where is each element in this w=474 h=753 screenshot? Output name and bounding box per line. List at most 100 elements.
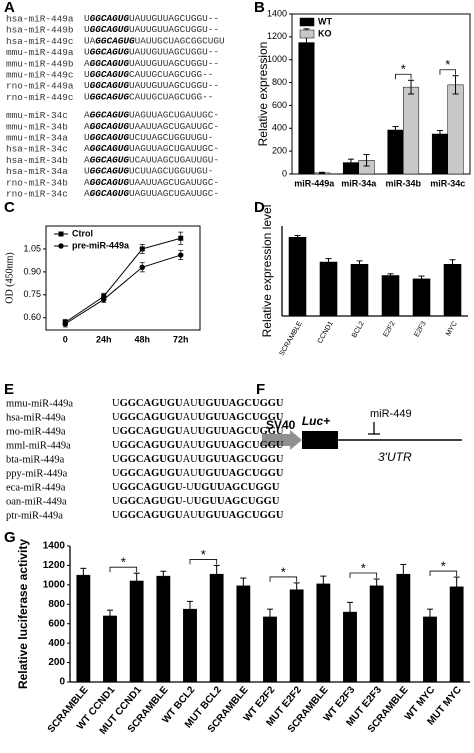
bar <box>298 42 315 175</box>
seq-name: hsa-miR-449b <box>6 25 74 36</box>
significance-label: * <box>445 57 450 72</box>
seed: GGCAGUG <box>90 132 130 143</box>
seed: GGCAGUG <box>90 69 130 80</box>
seed: GGCAGUG <box>90 92 130 103</box>
seq-part: CAUUGCUAGCUGG-- <box>129 69 213 80</box>
y-tick-label: 0.75 <box>23 289 41 299</box>
bar <box>449 586 464 683</box>
significance-label: * <box>201 547 206 562</box>
y-tick-label: 200 <box>272 146 287 156</box>
sequence: UGGCAGUGUAUUGUUAGCUGGU-- <box>84 81 219 92</box>
seed: GGCAGUGU <box>120 440 183 451</box>
sequence: UGGCAGUGCAUUGCUAGCUGG-- <box>84 69 213 80</box>
seed: GGCAGUGU <box>120 398 183 409</box>
sequence: UGGCAGUGUAUUGUUAGCUGGU <box>112 440 284 451</box>
y-tick-label: 1.05 <box>23 243 41 253</box>
y-axis-label: Relative expression <box>256 42 270 147</box>
y-tick-label: 600 <box>272 100 287 110</box>
seq-part: A <box>84 177 90 188</box>
seq-part: UAAUUAGCUGAUUGC- <box>129 177 219 188</box>
seed: UGUUAGCUGGU <box>194 482 280 493</box>
significance-bracket <box>395 73 412 80</box>
x-tick-label: 0 <box>63 334 68 344</box>
bar <box>76 574 91 683</box>
bar <box>387 129 404 175</box>
seq-part: AU <box>183 412 199 423</box>
sequence: AGGCAGUGUAGUUAGCUGAUUGC- <box>84 110 219 121</box>
seed: UGUUAGCUGGU <box>198 398 284 409</box>
seed: GGCAGUGU <box>120 496 183 507</box>
seed: UGUUAGCUGGU <box>194 496 280 507</box>
seq-part: UAUUGUUAGCUGGU-- <box>129 58 219 69</box>
bar <box>316 583 331 683</box>
seq-name: oan-miR-449a <box>6 496 67 507</box>
seq-part: U <box>84 81 90 92</box>
seed: GGCAGUGU <box>120 482 183 493</box>
y-tick-label: 200 <box>48 657 65 668</box>
seed: UGUUAGCUGGU <box>198 454 284 465</box>
promoter-arrow <box>262 430 302 450</box>
seq-part: A <box>84 144 90 155</box>
legend-label: Ctrol <box>72 228 93 238</box>
legend-swatch <box>299 29 315 39</box>
seq-part: U <box>84 69 90 80</box>
seq-part: U <box>84 25 90 36</box>
y-tick-label: 0 <box>282 168 287 178</box>
legend-swatch <box>299 17 315 27</box>
bar <box>443 264 462 317</box>
seq-name: hsa-miR-34a <box>6 166 68 177</box>
seq-part: AU <box>183 510 199 521</box>
y-tick-label: 1200 <box>267 31 287 41</box>
plot-frame <box>45 225 201 331</box>
bar <box>289 589 304 683</box>
seq-name: mmu-miR-449b <box>6 58 74 69</box>
seq-part: U <box>112 496 120 507</box>
seq-name: mmu-miR-34c <box>6 110 68 121</box>
legend-label: WT <box>318 16 332 26</box>
seed: GGCAGUG <box>90 121 130 132</box>
seed: GGCAGUG <box>90 188 130 199</box>
seq-part: U <box>112 440 120 451</box>
seq-part: AU <box>183 454 199 465</box>
seed: GGCAGUG <box>90 144 130 155</box>
sequence: AGGCAGUGUCAUUAGCUGAUUGU- <box>84 155 219 166</box>
x-tick-label: 24h <box>96 334 112 344</box>
seq-name: bta-miR-449a <box>6 454 65 465</box>
seed: UGUUAGCUGGU <box>198 426 284 437</box>
significance-bracket <box>189 559 218 565</box>
seq-part: U <box>112 398 120 409</box>
seq-name: ptr-miR-449a <box>6 510 63 521</box>
seq-part: A <box>84 58 90 69</box>
bar <box>183 608 197 683</box>
sequence: UGGCAGUGUAUUGUUAGCUGGU-- <box>84 13 219 24</box>
sequence: UGGCAGUGUAUUGUUAGCUGGU <box>112 426 284 437</box>
sequence: UGGCAGUGUAUUGUUAGCUGGU-- <box>84 25 219 36</box>
line <box>64 237 181 323</box>
gene-label: Luc+ <box>302 414 330 428</box>
y-tick-label: 1000 <box>267 54 287 64</box>
panel-label: B <box>254 0 265 16</box>
marker <box>139 264 145 270</box>
seq-part: A <box>84 121 90 132</box>
x-tick-label: MYC <box>445 320 459 337</box>
seq-part: UAGUUAGCUGAUUGC- <box>129 188 219 199</box>
significance-label: * <box>361 560 366 575</box>
seq-name: mml-miR-449a <box>6 440 71 451</box>
sequence: UGGCAGUGUAUUGUUAGCUGGU-- <box>84 47 219 58</box>
seq-part: UCAUUAGCUGAUUGU- <box>129 155 219 166</box>
y-tick-label: 0 <box>59 677 65 688</box>
seq-part: UAGUUAGCUGAUUGC- <box>129 144 219 155</box>
seq-part: U <box>84 92 90 103</box>
legend-marker <box>58 231 64 237</box>
seq-name: hsa-miR-34b <box>6 155 68 166</box>
significance-bracket <box>349 572 378 579</box>
seq-part: AU <box>183 398 199 409</box>
panel-label: D <box>254 199 265 216</box>
bar <box>403 86 420 175</box>
seq-name: rno-miR-34c <box>6 188 68 199</box>
y-tick-label: 400 <box>272 123 287 133</box>
x-tick-label: 48h <box>134 334 150 344</box>
seq-part: UAUUGCUAGCGGCUGU <box>135 36 225 47</box>
bar <box>319 261 338 317</box>
sequence: UGGCAGUGUAUUGUUAGCUGGU <box>112 398 284 409</box>
